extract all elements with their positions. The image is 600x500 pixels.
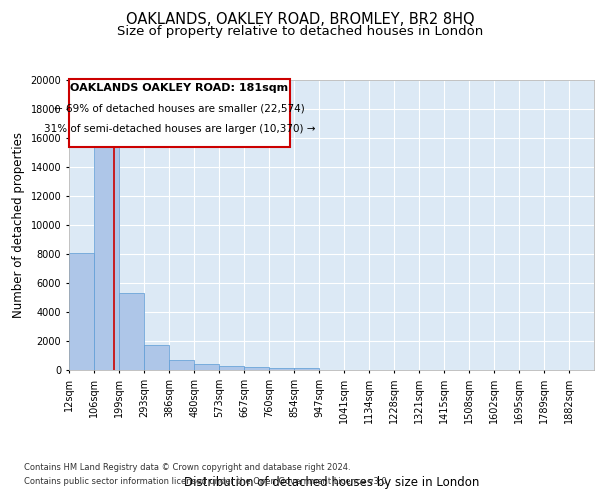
Bar [219,366,244,370]
Text: 31% of semi-detached houses are larger (10,370) →: 31% of semi-detached houses are larger (… [44,124,315,134]
Text: Contains public sector information licensed under the Open Government Licence v3: Contains public sector information licen… [24,478,389,486]
Text: ← 69% of detached houses are smaller (22,574): ← 69% of detached houses are smaller (22… [54,103,305,113]
Text: OAKLANDS, OAKLEY ROAD, BROMLEY, BR2 8HQ: OAKLANDS, OAKLEY ROAD, BROMLEY, BR2 8HQ [125,12,475,28]
Bar [269,368,294,370]
X-axis label: Distribution of detached houses by size in London: Distribution of detached houses by size … [184,476,479,489]
Bar [169,360,194,370]
Text: Contains HM Land Registry data © Crown copyright and database right 2024.: Contains HM Land Registry data © Crown c… [24,462,350,471]
Text: OAKLANDS OAKLEY ROAD: 181sqm: OAKLANDS OAKLEY ROAD: 181sqm [70,83,289,93]
Bar [244,367,269,370]
Bar [144,344,169,370]
Y-axis label: Number of detached properties: Number of detached properties [12,132,25,318]
Bar [69,252,94,370]
Bar [119,293,144,370]
Bar [194,364,219,370]
FancyBboxPatch shape [69,78,290,146]
Bar [294,368,319,370]
Bar [94,128,119,370]
Text: Size of property relative to detached houses in London: Size of property relative to detached ho… [117,25,483,38]
